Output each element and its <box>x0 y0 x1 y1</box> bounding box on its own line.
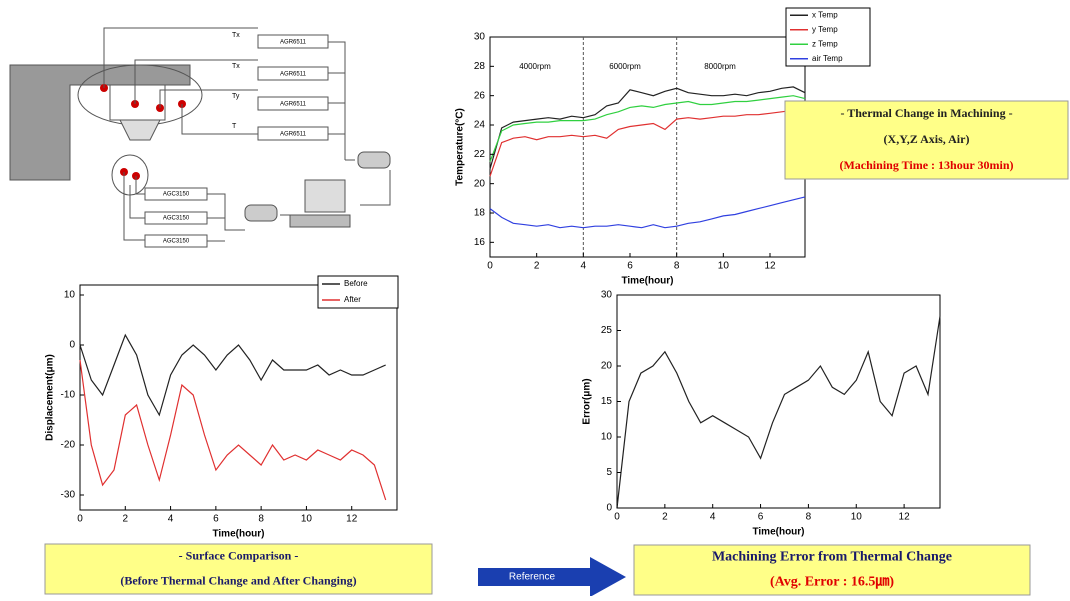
plot-frame <box>617 295 940 508</box>
series-line <box>490 107 805 176</box>
edge-label: Tx <box>232 32 240 39</box>
box-label: AGC3150 <box>163 192 190 198</box>
legend-label: After <box>344 295 361 304</box>
box-label: AGR6511 <box>280 102 307 108</box>
y-tick-label: 26 <box>474 90 486 101</box>
x-tick-label: 4 <box>168 514 174 525</box>
x-tick-label: 8 <box>806 512 812 523</box>
y-tick-label: 20 <box>601 361 613 372</box>
callout-text: (Before Thermal Change and After Changin… <box>120 573 356 587</box>
x-tick-label: 10 <box>851 512 863 523</box>
plot-frame <box>80 285 397 510</box>
computer <box>305 180 345 212</box>
y-tick-label: 30 <box>474 32 486 43</box>
series-line <box>617 316 940 508</box>
y-tick-label: 22 <box>474 149 486 160</box>
box-label: AGR6511 <box>280 72 307 78</box>
y-tick-label: 24 <box>474 120 486 131</box>
slide: AGR6511 AGR6511 AGR6511 AGR6511 AGC3150 AGC31… <box>0 0 1070 596</box>
box-label: AGC3150 <box>163 239 190 245</box>
x-axis-label: Time(hour) <box>752 527 804 538</box>
reference-arrow: Reference <box>478 557 626 596</box>
y-tick-label: 18 <box>474 208 486 219</box>
diagram <box>10 28 390 247</box>
y-tick-label: 10 <box>601 432 613 443</box>
y-tick-label: 5 <box>606 467 612 478</box>
callout-text: (Machining Time : 13hour 30min) <box>839 158 1013 172</box>
series-line <box>490 197 805 228</box>
annotation: 6000rpm <box>609 62 641 71</box>
x-tick-label: 6 <box>213 514 219 525</box>
y-tick-label: 28 <box>474 61 486 72</box>
y-tick-label: 25 <box>601 325 613 336</box>
y-axis-label: Temperature(°C) <box>455 108 466 186</box>
series-line <box>490 96 805 162</box>
y-tick-label: -20 <box>61 440 76 451</box>
box-label: AGC3150 <box>163 216 190 222</box>
x-tick-label: 6 <box>627 261 633 272</box>
annotation: 8000rpm <box>704 62 736 71</box>
callout-text: - Surface Comparison - <box>179 548 299 562</box>
x-tick-label: 0 <box>77 514 83 525</box>
y-tick-label: 16 <box>474 237 486 248</box>
tool <box>120 120 160 140</box>
annotation: 4000rpm <box>519 62 551 71</box>
x-tick-label: 2 <box>123 514 129 525</box>
x-tick-label: 12 <box>899 512 911 523</box>
arrow-label: Reference <box>509 572 556 583</box>
x-tick-label: 0 <box>614 512 620 523</box>
x-tick-label: 4 <box>581 261 587 272</box>
x-tick-label: 6 <box>758 512 764 523</box>
edge-label: Ty <box>232 93 240 100</box>
legend-label: air Temp <box>812 54 843 63</box>
series-line <box>80 335 386 415</box>
x-tick-label: 12 <box>346 514 358 525</box>
y-tick-label: 20 <box>474 178 486 189</box>
y-tick-label: 30 <box>601 290 613 301</box>
y-axis-label: Error(μm) <box>582 378 593 424</box>
x-tick-label: 10 <box>718 261 730 272</box>
keyboard <box>290 215 350 227</box>
amplifier <box>245 205 277 221</box>
legend-label: y Temp <box>812 25 838 34</box>
x-tick-label: 0 <box>487 261 493 272</box>
x-tick-label: 2 <box>662 512 668 523</box>
x-axis-label: Time(hour) <box>212 529 264 540</box>
y-tick-label: 10 <box>64 290 76 301</box>
y-tick-label: 0 <box>69 340 75 351</box>
x-tick-label: 8 <box>258 514 264 525</box>
series-line <box>490 87 805 169</box>
x-tick-label: 2 <box>534 261 540 272</box>
legend-label: Before <box>344 279 368 288</box>
y-tick-label: 15 <box>601 396 613 407</box>
series-line <box>80 360 386 500</box>
legend-label: x Temp <box>812 10 838 19</box>
callout-text: Machining Error from Thermal Change <box>712 550 952 565</box>
x-tick-label: 4 <box>710 512 716 523</box>
x-axis-label: Time(hour) <box>621 276 673 287</box>
y-tick-label: 0 <box>606 503 612 514</box>
edge-label: T <box>232 123 237 130</box>
x-tick-label: 10 <box>301 514 313 525</box>
edge-label: Tx <box>232 63 240 70</box>
box-label: AGR6511 <box>280 40 307 46</box>
x-tick-label: 12 <box>764 261 776 272</box>
box-label: AGR6511 <box>280 132 307 138</box>
y-tick-label: -10 <box>61 390 76 401</box>
y-axis-label: Displacement(μm) <box>45 354 56 441</box>
y-tick-label: -30 <box>61 490 76 501</box>
callout-text: - Thermal Change in Machining - <box>840 106 1012 120</box>
legend-label: z Temp <box>812 39 838 48</box>
x-tick-label: 8 <box>674 261 680 272</box>
callout-text: (X,Y,Z Axis, Air) <box>884 132 970 146</box>
callout-text: (Avg. Error : 16.5㎛) <box>770 575 894 591</box>
amplifier <box>358 152 390 168</box>
